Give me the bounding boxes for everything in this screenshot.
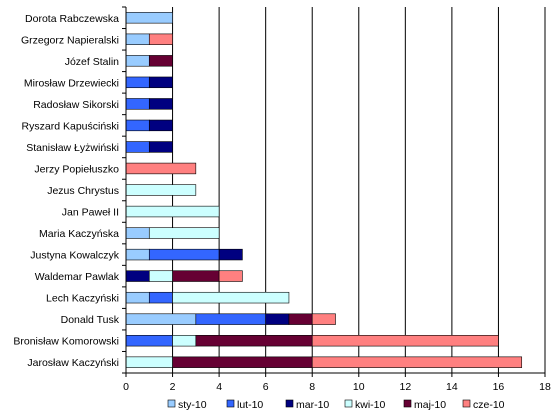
bar-segment xyxy=(125,313,197,325)
x-tick-label: 0 xyxy=(123,381,129,393)
bar-segment xyxy=(125,291,150,304)
category-label: Dorota Rabczewska xyxy=(25,13,119,25)
bar-segment xyxy=(288,313,313,325)
legend-label: maj-10 xyxy=(414,399,446,411)
bar-segment xyxy=(125,76,150,89)
bar-segment xyxy=(125,227,150,239)
legend-label: kwi-10 xyxy=(355,399,386,411)
bar-segment xyxy=(125,205,220,218)
category-label: Mirosław Drzewiecki xyxy=(24,77,119,89)
legend-swatch xyxy=(344,399,353,408)
category-label: Lech Kaczyński xyxy=(46,293,119,305)
bar-segment xyxy=(265,313,290,325)
category-label: Jerzy Popiełuszko xyxy=(34,163,119,175)
bar-segment xyxy=(125,119,150,132)
bar-segment xyxy=(125,141,150,153)
bar-segment xyxy=(148,141,173,153)
bars xyxy=(125,12,523,368)
bar-segment xyxy=(125,33,150,45)
bar-segment xyxy=(172,270,220,282)
bar-segment xyxy=(195,335,313,347)
category-label: Jan Paweł II xyxy=(62,207,119,219)
axes xyxy=(122,6,546,377)
legend-label: sty-10 xyxy=(178,399,207,411)
x-tick-label: 4 xyxy=(216,381,222,393)
category-label: Bronisław Komorowski xyxy=(13,336,119,348)
bar-segment xyxy=(125,248,150,261)
bar-segment xyxy=(125,55,150,67)
legend-swatch xyxy=(285,399,294,408)
bar-segment xyxy=(125,184,197,196)
category-label: Grzegorz Napieralski xyxy=(21,34,119,46)
bar-segment xyxy=(311,335,499,347)
x-tick-label: 12 xyxy=(399,381,411,393)
bar-segment xyxy=(148,76,173,89)
bar-segment xyxy=(172,356,313,368)
bar-segment xyxy=(148,227,220,239)
gridlines xyxy=(172,7,546,373)
bar-segment xyxy=(148,270,173,282)
legend-label: lut-10 xyxy=(237,399,263,411)
bar-segment xyxy=(218,270,243,282)
x-tick-label: 18 xyxy=(539,381,551,393)
bar-segment xyxy=(125,162,197,175)
category-label: Maria Kaczyńska xyxy=(39,228,119,240)
category-label: Ryszard Kapuściński xyxy=(22,120,119,132)
category-label: Jarosław Kaczyński xyxy=(27,357,119,369)
category-label: Jezus Chrystus xyxy=(47,185,119,197)
x-tick-label: 10 xyxy=(353,381,365,393)
bar-segment xyxy=(148,248,220,261)
x-tick-label: 8 xyxy=(309,381,315,393)
legend-label: cze-10 xyxy=(473,399,505,411)
legend-swatch xyxy=(226,399,235,408)
category-label: Stanisław Łyżwiński xyxy=(26,142,119,154)
bar-segment xyxy=(125,356,173,368)
tick-labels: 0 2 4 6 8 10 12 14 16 18 xyxy=(123,381,551,393)
bar-segment xyxy=(125,98,150,110)
category-label: Józef Stalin xyxy=(65,56,119,68)
bar-segment xyxy=(172,291,290,304)
legend-swatch xyxy=(462,399,471,408)
legend-swatch xyxy=(167,399,176,408)
category-labels: Dorota Rabczewska Grzegorz Napieralski Józ… xyxy=(13,13,119,369)
category-label: Radosław Sikorski xyxy=(33,99,119,111)
bar-segment xyxy=(311,356,523,368)
bar-segment xyxy=(311,313,336,325)
bar-segment xyxy=(148,119,173,132)
bar-segment xyxy=(148,98,173,110)
bar-segment xyxy=(195,313,266,325)
category-label: Waldemar Pawlak xyxy=(35,271,120,283)
bar-segment xyxy=(148,291,173,304)
bar-segment xyxy=(218,248,243,261)
category-label: Donald Tusk xyxy=(61,314,120,326)
legend-label: mar-10 xyxy=(296,399,329,411)
bar-segment xyxy=(148,55,173,67)
bar-segment xyxy=(172,335,197,347)
x-tick-label: 14 xyxy=(446,381,458,393)
x-tick-label: 16 xyxy=(493,381,505,393)
x-tick-label: 6 xyxy=(263,381,269,393)
bar-segment xyxy=(125,12,173,24)
bar-segment xyxy=(148,33,173,45)
category-label: Justyna Kowalczyk xyxy=(30,250,119,262)
bar-segment xyxy=(125,270,150,282)
bar-segment xyxy=(125,335,173,347)
legend-swatch xyxy=(403,399,412,408)
legend: sty-10 lut-10 mar-10 kwi-10 maj-10 cze-10 xyxy=(167,399,505,411)
x-tick-label: 2 xyxy=(170,381,176,393)
